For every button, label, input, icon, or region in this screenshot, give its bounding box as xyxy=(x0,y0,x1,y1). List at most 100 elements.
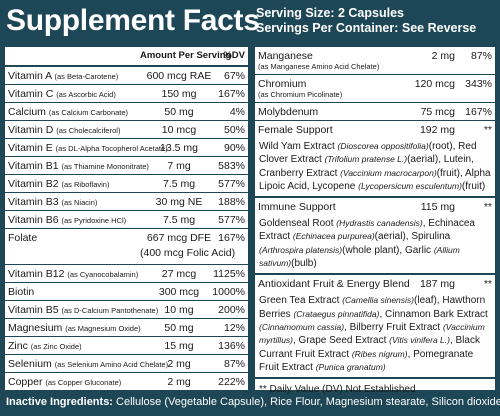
daily-value: 343% xyxy=(465,78,492,90)
nutrient-name: Vitamin B3 xyxy=(8,196,59,208)
nutrient-source: (as Cyanocobalamin) xyxy=(67,270,139,279)
nutrient: Vitamin D (as Cholecalciferol) xyxy=(8,124,120,136)
footnote: ** Daily Value (DV) Not Established xyxy=(259,384,416,396)
table-row: Vitamin B5 (as D-Calcium Pantothenate) 10… xyxy=(5,301,248,319)
table-row: Vitamin B6 (as Pyridoxine HCl) 7.5 mg 577% xyxy=(5,211,248,229)
nutrient: Vitamin B3 (as Niacin) xyxy=(8,196,97,208)
column-header: Amount Per Serving xyxy=(140,50,232,61)
daily-value: 577% xyxy=(218,178,245,190)
nutrient-source: (as Copper Gluconate) xyxy=(45,378,122,387)
ingredient-text: (Dioscorea oppositifolia) xyxy=(337,141,429,151)
amount: 10 mg xyxy=(164,304,194,316)
blend-ingredients: Wild Yam Extract (Dioscorea oppositifoli… xyxy=(255,138,495,199)
daily-value: ** xyxy=(483,278,492,291)
table-header: Amount Per Serving %DV xyxy=(5,47,248,67)
nutrient: Chromium xyxy=(258,78,306,90)
nutrient-name: Folate xyxy=(8,232,38,244)
ingredient-text: (aerial), Spirulina xyxy=(374,231,451,243)
daily-value: 1000% xyxy=(212,286,245,298)
inactive-label: Inactive Ingredients: xyxy=(6,396,113,408)
blend-ingredients: Green Tea Extract (Camellia sinensis)(le… xyxy=(255,292,495,380)
daily-value: 50% xyxy=(223,124,245,136)
nutrient-name: Vitamin B1 xyxy=(8,160,59,172)
amount: 15 mg xyxy=(164,340,194,352)
ingredient-text: (Crataegus pinnatifida) xyxy=(293,308,380,319)
nutrient: Vitamin B12 (as Cyanocobalamin) xyxy=(8,268,138,280)
daily-value: ** xyxy=(483,201,492,214)
ingredient-text: (Camellia sinensis) xyxy=(342,295,415,306)
table-row: Folate 667 mcg DFE (400 mcg Folic Acid) 167… xyxy=(5,229,248,265)
ingredient-text: (Allium sativum) xyxy=(259,244,460,269)
daily-value: 188% xyxy=(218,196,245,208)
ingredient-text: , Cinnamon Bark Extract xyxy=(379,308,488,320)
amount: 600 mcg RAE xyxy=(146,70,212,82)
daily-value: 87% xyxy=(470,50,492,62)
serving-size: Serving Size: 2 Capsules xyxy=(256,6,404,20)
table-row: Copper (as Copper Gluconate) 2 mg 222% xyxy=(5,373,248,391)
nutrient-source: (as Riboflavin) xyxy=(61,180,110,189)
nutrient: Biotin xyxy=(8,286,34,298)
amount: 7.5 mg xyxy=(162,178,196,190)
ingredient-text: (fruit) xyxy=(461,180,486,192)
nutrient: Vitamin B6 (as Pyridoxine HCl) xyxy=(8,214,126,226)
nutrient-name: Female Support xyxy=(258,124,333,136)
ingredient-text: (Lycopersicum esculentum) xyxy=(358,180,462,191)
amount-note: (400 mcg Folic Acid) xyxy=(140,247,236,259)
servings-per-container: Servings Per Container: See Reverse xyxy=(256,21,477,35)
nutrient-source: (as Pyridoxine HCl) xyxy=(61,216,127,225)
ingredient-text: (Cinnamomum cassia) xyxy=(259,321,345,332)
nutrient-row: Molybdenum 75 mcg 167% xyxy=(255,103,495,121)
nutrient-source: (as Selenium Amino Acid Chelate) xyxy=(54,360,169,369)
nutrient-name: Vitamin B6 xyxy=(8,214,59,226)
table-row: Magnesium (as Magnesium Oxide) 50 mg 12% xyxy=(5,319,248,337)
nutrient: Vitamin B5 (as D-Calcium Pantothenate) xyxy=(8,304,158,316)
nutrient: Magnesium (as Magnesium Oxide) xyxy=(8,322,141,334)
amount: 2 mg xyxy=(167,358,191,370)
blend-row: Female Support 192 mg ** xyxy=(255,121,495,138)
nutrient-name: Molybdenum xyxy=(258,106,319,118)
nutrient-source: (as Zinc Oxide) xyxy=(30,342,82,351)
ingredient-text: , Bilberry Fruit Extract xyxy=(344,321,443,333)
nutrient-name: Calcium xyxy=(8,106,46,118)
ingredient-text: Goldenseal Root xyxy=(259,218,337,230)
nutrient-name: Vitamin B2 xyxy=(8,178,59,190)
table-row: Vitamin B12 (as Cyanocobalamin) 27 mcg 112… xyxy=(5,265,248,283)
nutrient: Vitamin A (as Beta-Carotene) xyxy=(8,70,118,82)
ingredient-text: Wild Yam Extract xyxy=(259,141,338,152)
nutrient-source: (as Calcium Carbonate) xyxy=(48,108,129,117)
nutrient-name: Chromium xyxy=(258,78,307,90)
daily-value: 167% xyxy=(218,88,245,100)
nutrient: Vitamin E (as DL-Alpha Tocopherol Acetat… xyxy=(8,142,168,154)
ingredient-text: (root), Red Clover Extract xyxy=(259,141,477,166)
nutrient-source: (as Magnesium Oxide) xyxy=(65,324,141,333)
daily-value: 87% xyxy=(223,358,245,370)
nutrient-name: Vitamin E xyxy=(8,142,53,154)
amount: 300 mcg xyxy=(158,286,200,298)
amount: 13.5 mg xyxy=(160,142,198,154)
daily-value: 1125% xyxy=(213,268,245,280)
blend-row: Antioxidant Fruit & Energy Blend 187 mg ** xyxy=(255,275,495,292)
nutrient: Molybdenum xyxy=(258,106,318,118)
nutrient-name: Vitamin C xyxy=(8,88,54,100)
daily-value: 67% xyxy=(223,70,245,82)
table-row: Selenium (as Selenium Amino Acid Chelate… xyxy=(5,355,248,373)
ingredient-text: (Vaccinium myrtillus) xyxy=(259,321,485,346)
amount: 2 mg xyxy=(431,50,455,62)
amount: 50 mg xyxy=(164,322,194,334)
ingredient-text: (Vitis vinifera L.) xyxy=(389,335,450,346)
table-row: Vitamin D (as Cholecalciferol) 10 mcg 50% xyxy=(5,121,248,139)
inactive-ingredients: Inactive Ingredients: Cellulose (Vegetab… xyxy=(6,396,500,408)
amount: 187 mg xyxy=(419,278,455,291)
nutrient: Selenium (as Selenium Amino Acid Chelate… xyxy=(8,358,168,370)
daily-value: 136% xyxy=(218,340,245,352)
table-row: Vitamin C (as Ascorbic Acid) 150 mg 167% xyxy=(5,85,248,103)
amount: 120 mcg xyxy=(414,78,455,90)
table-row: Zinc (as Zinc Oxide) 15 mg 136% xyxy=(5,337,248,355)
table-row: Vitamin B1 (as Thiamine Mononitrate) 7 mg… xyxy=(5,157,248,175)
nutrient-table: Amount Per Serving %DV Vitamin A (as Bet… xyxy=(5,47,248,391)
nutrient-name: Vitamin D xyxy=(8,124,54,136)
ingredient-text: (Hydrastis canadensis) xyxy=(336,218,423,229)
serving-info: Serving Size: 2 Capsules Servings Per Co… xyxy=(256,6,476,36)
nutrient-source: (as Manganese Amino Acid Chelate) xyxy=(258,62,380,71)
nutrient: Female Support xyxy=(258,124,333,136)
